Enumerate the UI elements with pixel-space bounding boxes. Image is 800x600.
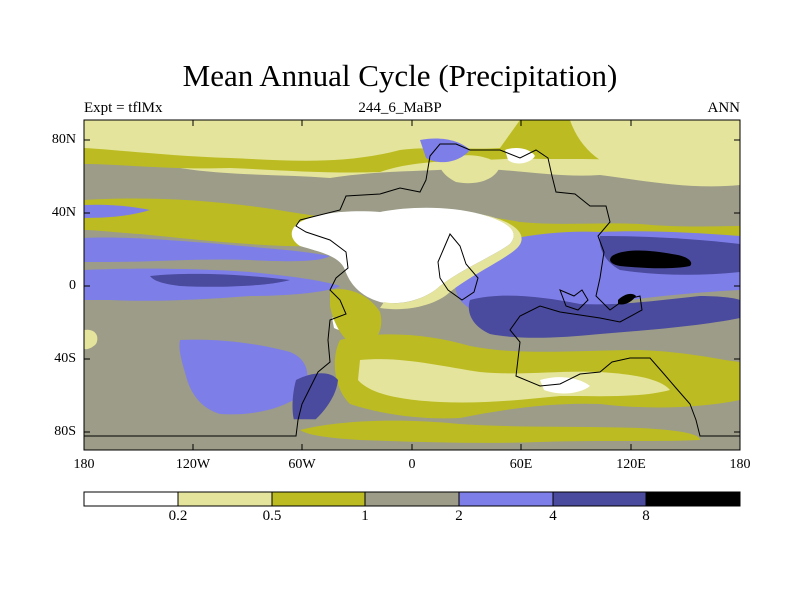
axis-ticks	[84, 120, 740, 450]
colorbar	[83, 491, 741, 507]
precipitation-field	[84, 120, 740, 450]
figure-title: Mean Annual Cycle (Precipitation)	[182, 58, 618, 93]
lon-tick-label: 120W	[175, 457, 211, 472]
south-polar-olive	[300, 420, 700, 443]
season-label: ANN	[707, 100, 741, 116]
southwest-grey	[84, 327, 164, 381]
lon-tick-label: 60E	[509, 457, 533, 472]
island-outline	[559, 289, 589, 311]
indian-ocean-dark	[468, 295, 740, 338]
colorbar-bin-1	[178, 492, 272, 506]
colorbar-bin-4	[459, 492, 553, 506]
west-coast-olive	[330, 289, 382, 348]
lat-tick-label: 40N	[51, 205, 76, 220]
colorbar-level-label: 4	[549, 508, 557, 524]
colorbar-level-label: 2	[455, 508, 463, 524]
colorbar-frame	[83, 491, 741, 507]
colorbar-bin-6	[646, 492, 740, 506]
southwest-light	[84, 329, 98, 350]
experiment-label: Expt = tflMx	[84, 100, 163, 116]
colorbar-bin-0	[84, 492, 178, 506]
inland-boundary	[437, 233, 479, 301]
south-light-band	[358, 359, 670, 403]
colorbar-bin-3	[365, 492, 459, 506]
colorbar-level-label: 0.5	[262, 508, 282, 524]
equatorial-dark-west	[150, 273, 290, 287]
west-blue-patch	[84, 204, 150, 218]
lat-tick-label: 40S	[54, 351, 76, 366]
lat-tick-label: 80N	[51, 132, 76, 147]
lat-tick-label: 80S	[54, 424, 76, 439]
period-label: 244_6_MaBP	[358, 100, 442, 116]
south-white-patch	[540, 377, 590, 394]
south-pacific-blue	[179, 339, 308, 415]
precip-max-blob	[610, 250, 692, 269]
pacific-blue-band	[84, 237, 330, 262]
lon-tick-label: 0	[408, 457, 416, 472]
northeast-light	[570, 120, 740, 167]
dry-interior-white	[291, 207, 514, 304]
north-light-patch	[439, 155, 500, 184]
south-dark-coast	[292, 373, 338, 432]
lon-tick-label: 180	[729, 457, 751, 472]
lon-tick-label: 180	[73, 457, 95, 472]
colorbar-bin-5	[553, 492, 646, 506]
colorbar-bin-2	[272, 492, 365, 506]
colorbar-level-label: 1	[361, 508, 369, 524]
lat-tick-label: 0	[69, 278, 76, 293]
colorbar-level-label: 0.2	[168, 508, 188, 524]
lon-tick-label: 60W	[288, 457, 316, 472]
white-patch-north	[505, 148, 535, 164]
lon-tick-label: 120E	[616, 457, 646, 472]
colorbar-level-label: 8	[642, 508, 650, 524]
coastline	[84, 143, 740, 437]
